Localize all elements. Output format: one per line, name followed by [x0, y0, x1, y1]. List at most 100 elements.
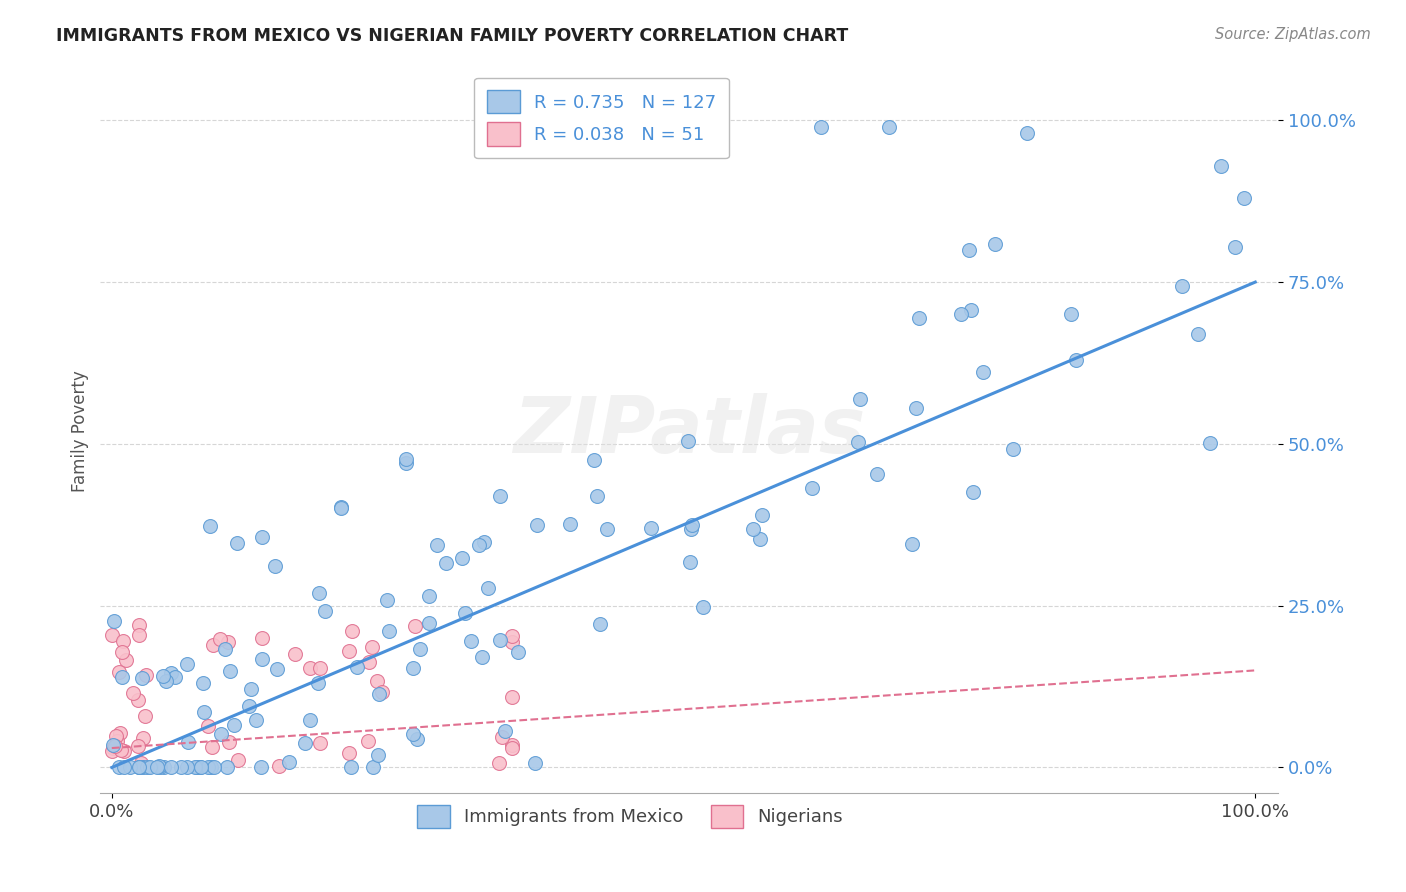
- Point: [217, 760, 239, 774]
- Point: [908, 310, 931, 325]
- Point: [197, 760, 219, 774]
- Point: [585, 489, 607, 503]
- Point: [681, 522, 703, 536]
- Point: [250, 652, 273, 666]
- Point: [526, 517, 548, 532]
- Point: [367, 747, 389, 762]
- Point: [960, 303, 983, 318]
- Point: [131, 672, 153, 686]
- Point: [267, 759, 290, 773]
- Point: [949, 307, 972, 321]
- Point: [198, 519, 221, 533]
- Point: [170, 760, 193, 774]
- Point: [201, 638, 224, 652]
- Point: [1170, 279, 1192, 293]
- Point: [678, 434, 700, 449]
- Point: [110, 742, 132, 756]
- Point: [112, 744, 135, 758]
- Point: [426, 538, 449, 552]
- Point: [149, 760, 172, 774]
- Point: [284, 647, 307, 661]
- Point: [1233, 191, 1256, 205]
- Point: [128, 760, 150, 774]
- Point: [108, 760, 131, 774]
- Point: [1187, 326, 1209, 341]
- Point: [404, 619, 426, 633]
- Point: [298, 714, 321, 728]
- Point: [1198, 436, 1220, 450]
- Point: [741, 522, 763, 536]
- Point: [308, 735, 330, 749]
- Point: [810, 120, 832, 134]
- Point: [238, 698, 260, 713]
- Point: [501, 739, 523, 753]
- Point: [103, 614, 125, 628]
- Point: [127, 693, 149, 707]
- Point: [472, 535, 495, 549]
- Point: [491, 731, 513, 745]
- Point: [146, 760, 169, 774]
- Point: [111, 670, 134, 684]
- Point: [402, 661, 425, 675]
- Point: [128, 760, 150, 774]
- Point: [454, 606, 477, 620]
- Point: [134, 708, 156, 723]
- Point: [176, 657, 198, 671]
- Point: [121, 686, 143, 700]
- Point: [188, 760, 211, 774]
- Point: [132, 731, 155, 746]
- Text: Source: ZipAtlas.com: Source: ZipAtlas.com: [1215, 27, 1371, 42]
- Point: [250, 760, 273, 774]
- Point: [582, 453, 605, 467]
- Point: [132, 760, 155, 774]
- Text: IMMIGRANTS FROM MEXICO VS NIGERIAN FAMILY POVERTY CORRELATION CHART: IMMIGRANTS FROM MEXICO VS NIGERIAN FAMIL…: [56, 27, 848, 45]
- Point: [506, 645, 529, 659]
- Point: [160, 666, 183, 681]
- Point: [204, 760, 226, 774]
- Point: [524, 756, 547, 771]
- Point: [489, 489, 512, 503]
- Point: [1223, 240, 1246, 254]
- Point: [184, 760, 207, 774]
- Point: [640, 521, 662, 535]
- Point: [226, 536, 249, 550]
- Point: [434, 556, 457, 570]
- Point: [904, 401, 927, 415]
- Point: [208, 632, 231, 646]
- Point: [197, 719, 219, 733]
- Point: [264, 559, 287, 574]
- Point: [361, 760, 384, 774]
- Point: [101, 740, 124, 755]
- Point: [118, 760, 141, 774]
- Point: [160, 760, 183, 774]
- Point: [409, 642, 432, 657]
- Point: [127, 739, 149, 754]
- Point: [460, 634, 482, 648]
- Point: [191, 676, 214, 690]
- Point: [131, 756, 153, 771]
- Point: [367, 687, 389, 701]
- Point: [107, 665, 129, 680]
- Point: [1209, 159, 1232, 173]
- Point: [245, 713, 267, 727]
- Point: [357, 655, 380, 669]
- Point: [494, 723, 516, 738]
- Point: [366, 673, 388, 688]
- Point: [128, 628, 150, 642]
- Point: [314, 604, 336, 618]
- Point: [177, 735, 200, 749]
- Point: [901, 537, 924, 551]
- Point: [209, 727, 232, 741]
- Point: [105, 734, 128, 748]
- Point: [299, 660, 322, 674]
- Point: [101, 744, 124, 758]
- Point: [371, 685, 394, 699]
- Point: [217, 635, 239, 649]
- Point: [406, 732, 429, 747]
- Point: [278, 756, 301, 770]
- Point: [329, 500, 352, 515]
- Point: [308, 586, 330, 600]
- Point: [252, 530, 274, 544]
- Point: [115, 653, 138, 667]
- Point: [692, 600, 714, 615]
